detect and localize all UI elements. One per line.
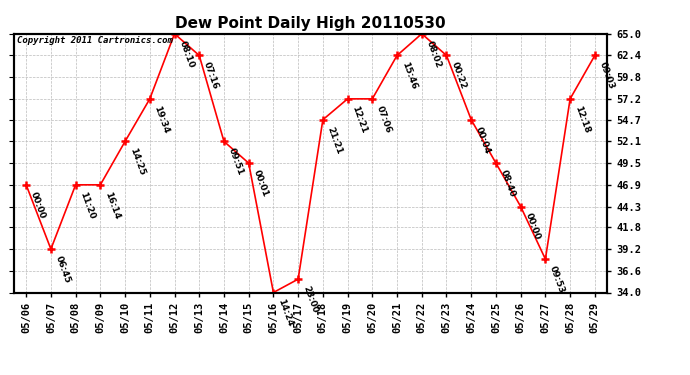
Text: 07:06: 07:06 [375,104,393,134]
Text: 00:01: 00:01 [251,169,270,198]
Text: 09:51: 09:51 [227,147,245,177]
Text: 09:53: 09:53 [548,265,566,295]
Text: 00:00: 00:00 [29,190,47,220]
Text: 23:00: 23:00 [301,285,319,315]
Text: 06:45: 06:45 [54,255,72,285]
Text: 08:10: 08:10 [177,39,195,69]
Text: 08:40: 08:40 [499,169,517,198]
Text: 11:20: 11:20 [79,190,97,220]
Text: 12:18: 12:18 [573,104,591,134]
Text: 08:02: 08:02 [424,39,443,69]
Text: 09:03: 09:03 [598,61,615,91]
Text: 14:25: 14:25 [128,147,146,177]
Text: 00:22: 00:22 [449,61,467,91]
Text: 07:16: 07:16 [202,61,220,91]
Text: 21:21: 21:21 [326,125,344,155]
Text: Copyright 2011 Cartronics.com: Copyright 2011 Cartronics.com [17,36,172,45]
Text: 00:00: 00:00 [524,212,542,242]
Text: 16:14: 16:14 [103,190,121,220]
Text: 19:34: 19:34 [152,104,171,135]
Text: 12:21: 12:21 [351,104,368,134]
Title: Dew Point Daily High 20110530: Dew Point Daily High 20110530 [175,16,446,31]
Text: 00:04: 00:04 [474,125,492,155]
Text: 15:46: 15:46 [400,61,418,91]
Text: 14:24: 14:24 [276,298,295,328]
